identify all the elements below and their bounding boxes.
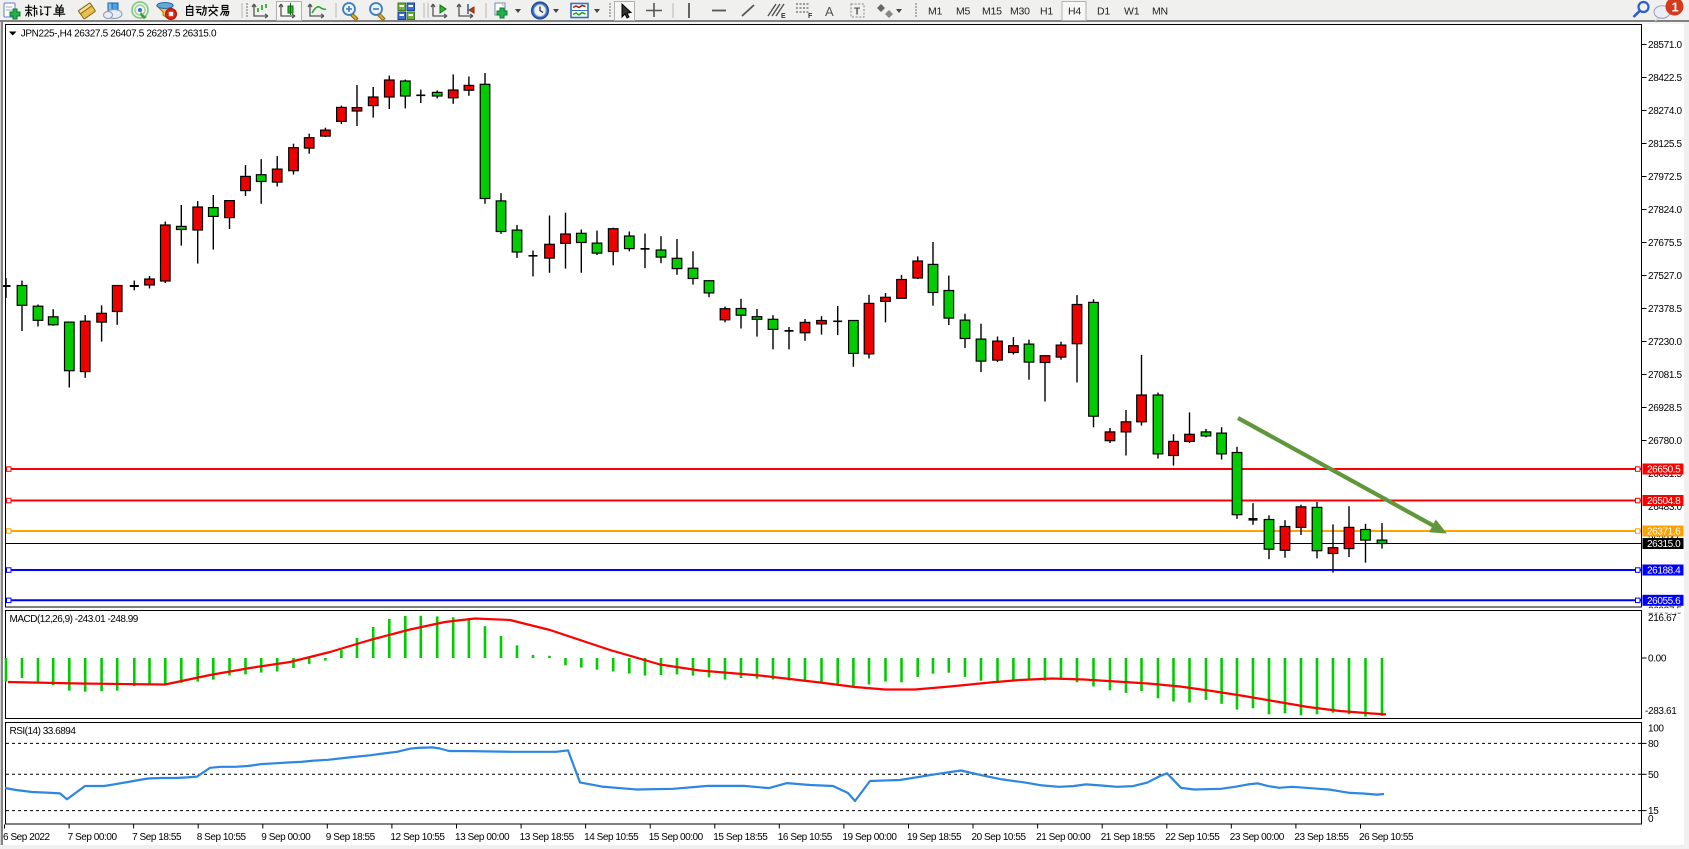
svg-text:19 Sep 18:55: 19 Sep 18:55 [907,832,962,843]
svg-text:28125.5: 28125.5 [1648,139,1682,150]
svg-text:15 Sep 00:00: 15 Sep 00:00 [649,832,704,843]
svg-text:27230.0: 27230.0 [1648,337,1682,348]
svg-text:21 Sep 00:00: 21 Sep 00:00 [1036,832,1091,843]
svg-text:80: 80 [1648,739,1659,750]
svg-text:H4: H4 [1068,6,1081,18]
svg-text:21 Sep 18:55: 21 Sep 18:55 [1101,832,1156,843]
svg-text:8 Sep 10:55: 8 Sep 10:55 [197,832,247,843]
svg-text:19 Sep 00:00: 19 Sep 00:00 [842,832,897,843]
svg-text:28571.0: 28571.0 [1648,40,1682,51]
svg-text:26504.8: 26504.8 [1647,496,1681,507]
svg-text:E: E [781,13,786,20]
svg-text:13 Sep 18:55: 13 Sep 18:55 [520,832,575,843]
svg-text:M5: M5 [956,6,971,18]
svg-text:M15: M15 [982,6,1002,18]
svg-text:13 Sep 00:00: 13 Sep 00:00 [455,832,510,843]
svg-text:26650.5: 26650.5 [1647,465,1681,476]
svg-text:D1: D1 [1097,6,1110,18]
svg-text:7 Sep 18:55: 7 Sep 18:55 [132,832,182,843]
svg-text:14 Sep 10:55: 14 Sep 10:55 [584,832,639,843]
svg-text:27081.5: 27081.5 [1648,370,1682,381]
svg-text:15: 15 [1648,806,1659,817]
svg-text:MN: MN [1152,6,1168,18]
svg-text:26928.5: 26928.5 [1648,403,1682,414]
svg-text:26 Sep 10:55: 26 Sep 10:55 [1359,832,1414,843]
svg-text:-283.61: -283.61 [1645,706,1677,717]
svg-text:9 Sep 18:55: 9 Sep 18:55 [326,832,376,843]
svg-text:M1: M1 [928,6,943,18]
svg-text:28422.5: 28422.5 [1648,73,1682,84]
svg-text:216.67: 216.67 [1648,613,1677,624]
svg-text:1: 1 [1672,0,1679,15]
svg-text:26371.6: 26371.6 [1647,527,1681,538]
svg-text:27824.0: 27824.0 [1648,205,1682,216]
svg-text:M30: M30 [1010,6,1030,18]
svg-text:26188.4: 26188.4 [1647,566,1681,577]
svg-text:15 Sep 18:55: 15 Sep 18:55 [713,832,768,843]
svg-text:23 Sep 00:00: 23 Sep 00:00 [1230,832,1285,843]
svg-text:6 Sep 2022: 6 Sep 2022 [3,832,51,843]
svg-text:0.00: 0.00 [1648,654,1667,665]
svg-text:7 Sep 00:00: 7 Sep 00:00 [68,832,118,843]
svg-text:22 Sep 10:55: 22 Sep 10:55 [1165,832,1220,843]
svg-text:27378.5: 27378.5 [1648,304,1682,315]
svg-text:9 Sep 00:00: 9 Sep 00:00 [261,832,311,843]
svg-text:27527.0: 27527.0 [1648,271,1682,282]
svg-text:MACD(12,26,9) -243.01 -248.99: MACD(12,26,9) -243.01 -248.99 [10,614,139,625]
svg-text:26780.0: 26780.0 [1648,436,1682,447]
svg-text:50: 50 [1648,770,1659,781]
svg-text:27675.5: 27675.5 [1648,238,1682,249]
svg-text:W1: W1 [1124,6,1140,18]
svg-text:T: T [854,7,860,18]
svg-text:26631.5: 26631.5 [1648,469,1682,480]
svg-text:JPN225-,H4 26327.5 26407.5 26: JPN225-,H4 26327.5 26407.5 26287.5 26315… [21,28,217,39]
svg-text:RSI(14) 33.6894: RSI(14) 33.6894 [10,726,77,737]
svg-text:0: 0 [1648,814,1654,825]
svg-text:20 Sep 10:55: 20 Sep 10:55 [972,832,1027,843]
svg-text:F: F [808,13,813,20]
svg-text:27972.5: 27972.5 [1648,172,1682,183]
svg-text:H1: H1 [1040,6,1053,18]
svg-text:26055.6: 26055.6 [1647,596,1681,607]
svg-text:A: A [825,4,834,19]
svg-text:26315.0: 26315.0 [1647,539,1681,550]
svg-text:12 Sep 10:55: 12 Sep 10:55 [390,832,445,843]
svg-text:100: 100 [1648,724,1664,735]
svg-text:16 Sep 10:55: 16 Sep 10:55 [778,832,833,843]
svg-text:26483.0: 26483.0 [1648,502,1682,513]
svg-text:28274.0: 28274.0 [1648,106,1682,117]
svg-text:23 Sep 18:55: 23 Sep 18:55 [1294,832,1349,843]
